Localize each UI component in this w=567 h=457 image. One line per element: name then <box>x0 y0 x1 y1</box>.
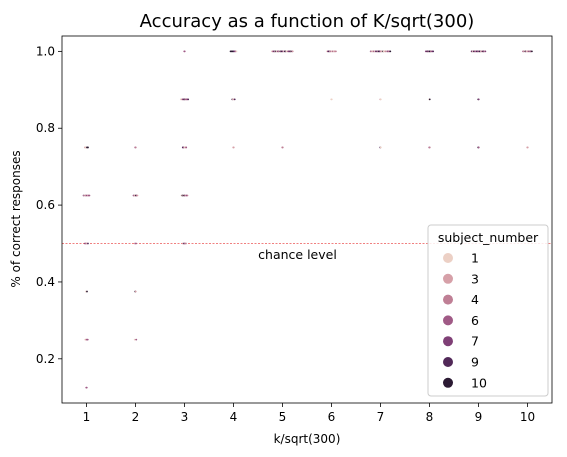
data-point <box>185 242 187 245</box>
chance-level-label: chance level <box>258 247 337 262</box>
chart-title: Accuracy as a function of K/sqrt(300) <box>140 11 475 32</box>
legend-title: subject_number <box>438 230 539 245</box>
data-point <box>185 146 188 149</box>
legend-label: 1 <box>471 251 479 266</box>
legend-marker <box>443 336 453 347</box>
legend-marker <box>443 253 453 263</box>
data-point <box>526 146 529 149</box>
data-point <box>133 338 136 341</box>
legend-marker <box>443 315 453 326</box>
x-tick-label: 2 <box>132 410 140 424</box>
legend-label: 10 <box>471 375 487 390</box>
data-point <box>85 386 88 389</box>
data-point <box>187 98 190 101</box>
x-tick-label: 10 <box>520 410 535 424</box>
data-point <box>88 194 91 197</box>
legend-box <box>427 224 549 397</box>
data-point <box>186 194 189 197</box>
data-point <box>134 290 137 293</box>
axes-frame <box>61 35 553 404</box>
y-tick-label: 0.4 <box>36 275 55 289</box>
data-point <box>335 50 337 53</box>
data-point <box>136 194 139 197</box>
data-point <box>477 146 480 149</box>
data-point <box>86 338 89 341</box>
data-point <box>477 98 480 101</box>
x-axis-label: k/sqrt(300) <box>274 432 341 446</box>
legend-marker <box>443 273 453 284</box>
data-point <box>389 50 392 53</box>
x-tick-label: 3 <box>181 410 189 424</box>
data-point <box>281 146 284 149</box>
legend-label: 3 <box>471 271 479 286</box>
legend-marker <box>443 377 453 388</box>
data-point <box>135 242 137 245</box>
y-tick-label: 0.2 <box>36 352 55 366</box>
data-point <box>428 146 431 149</box>
legend: subject_number 1 3 4 6 7 9 10 <box>427 224 549 397</box>
data-point <box>135 338 138 341</box>
legend-marker <box>443 294 453 305</box>
legend-label: 4 <box>471 292 479 307</box>
data-point <box>330 98 333 101</box>
y-axis-label: % of correct responses <box>9 150 23 287</box>
data-point <box>428 98 431 101</box>
data-point <box>379 98 382 101</box>
x-axis: 1 2 3 4 5 6 7 8 9 10 <box>83 403 535 424</box>
y-tick-label: 0.8 <box>36 121 55 135</box>
x-tick-label: 8 <box>426 410 434 424</box>
data-point <box>235 50 238 53</box>
plot-area <box>62 50 552 389</box>
data-point <box>432 50 435 53</box>
data-point <box>134 146 137 149</box>
x-tick-label: 1 <box>83 410 91 424</box>
legend-label: 9 <box>471 355 479 370</box>
data-point <box>233 98 236 101</box>
legend-entries: 1 3 4 6 7 9 10 <box>443 251 487 390</box>
data-point <box>291 50 294 53</box>
y-axis: 0.2 0.4 0.6 0.8 1.0 <box>36 44 62 366</box>
y-tick-label: 0.6 <box>36 198 55 212</box>
x-tick-label: 4 <box>230 410 238 424</box>
data-point <box>379 146 382 149</box>
legend-label: 7 <box>471 334 479 349</box>
data-point <box>232 146 235 149</box>
data-point <box>86 290 88 293</box>
x-tick-label: 5 <box>279 410 287 424</box>
y-tick-label: 1.0 <box>36 44 55 58</box>
data-point <box>87 242 89 245</box>
legend-label: 6 <box>471 313 479 328</box>
legend-marker <box>443 357 453 367</box>
x-tick-label: 9 <box>475 410 483 424</box>
data-point <box>484 50 487 53</box>
x-tick-label: 7 <box>377 410 385 424</box>
data-point <box>531 50 533 53</box>
data-point <box>183 50 186 53</box>
data-point <box>87 146 89 149</box>
x-tick-label: 6 <box>328 410 336 424</box>
